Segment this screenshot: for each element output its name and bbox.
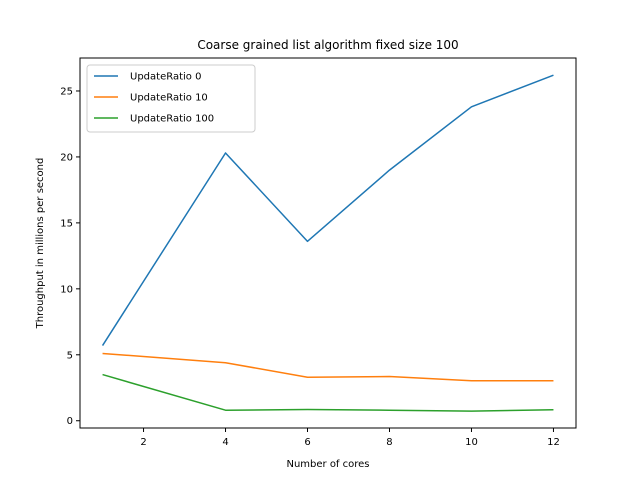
legend: UpdateRatio 0 UpdateRatio 10 UpdateRatio 1… <box>86 64 256 133</box>
series-line-1 <box>101 74 554 346</box>
x-tick-label: 2 <box>140 437 146 448</box>
series-lines <box>101 74 554 412</box>
legend-label-2: UpdateRatio 10 <box>130 93 208 104</box>
x-tick-label: 4 <box>222 437 228 448</box>
y-tick-label: 25 <box>60 86 73 97</box>
x-axis-label: Number of cores <box>286 459 369 470</box>
x-tick-label: 8 <box>386 437 392 448</box>
x-axis: 2 4 6 8 10 12 <box>140 428 560 448</box>
plot-area <box>79 57 577 429</box>
y-tick-label: 0 <box>67 416 73 427</box>
legend-box <box>86 64 256 133</box>
legend-label-1: UpdateRatio 0 <box>130 72 201 83</box>
x-tick-label: 6 <box>304 437 310 448</box>
y-tick-label: 20 <box>60 152 73 163</box>
y-tick-label: 10 <box>60 284 73 295</box>
series-line-3 <box>102 373 554 412</box>
x-tick-label: 10 <box>465 437 478 448</box>
series-line-2 <box>102 352 554 382</box>
y-tick-label: 15 <box>60 218 73 229</box>
legend-label-3: UpdateRatio 100 <box>130 114 214 125</box>
x-tick-label: 12 <box>547 437 560 448</box>
y-axis: 0 5 10 15 20 25 <box>60 86 80 427</box>
y-axis-label: Throughput in millions per second <box>35 158 46 330</box>
chart-title: Coarse grained list algorithm fixed size… <box>197 38 458 52</box>
y-tick-label: 5 <box>67 350 73 361</box>
